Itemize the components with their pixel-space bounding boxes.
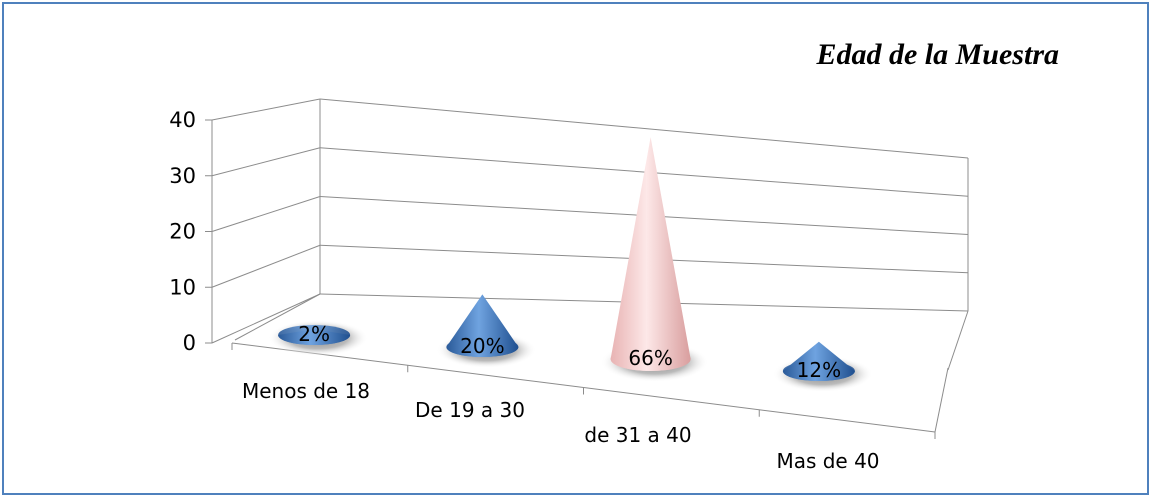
- category-label: Menos de 18: [242, 379, 370, 403]
- gridline-30: [319, 147, 969, 197]
- category-label: De 19 a 30: [415, 398, 525, 422]
- chart-title: Edad de la Muestra: [816, 38, 1059, 71]
- y-tick-label: 10: [169, 275, 196, 299]
- side-gridline-20: [211, 196, 321, 232]
- data-label: 2%: [298, 322, 330, 346]
- data-label: 66%: [628, 346, 672, 370]
- y-tick-label: 20: [169, 220, 196, 244]
- floor-front-right-edge: [934, 367, 949, 433]
- cone-base-3: [610, 347, 691, 371]
- cones: [268, 137, 873, 392]
- axes: [205, 119, 949, 439]
- y-tick-label: 30: [169, 164, 196, 188]
- cone-3: [610, 137, 691, 371]
- floor-left-edge: [234, 293, 321, 341]
- chart-labels: 0 10 20 30 40 2% Menos de 18 20% De 19 a 30 66% de…: [169, 108, 879, 473]
- side-gridline-40: [211, 98, 321, 121]
- category-label: Mas de 40: [776, 449, 879, 473]
- side-gridline-30: [211, 147, 321, 177]
- side-gridline-0: [211, 293, 321, 344]
- data-label: 12%: [797, 358, 841, 382]
- cone-base-4: [782, 361, 855, 381]
- category-label: de 31 a 40: [584, 423, 691, 447]
- gridline-40: [319, 98, 969, 159]
- data-label: 20%: [460, 334, 504, 358]
- chart-frame: [2, 2, 1149, 495]
- side-gridline-10: [211, 244, 321, 288]
- floor-right-edge: [947, 310, 969, 371]
- cone-base-2: [446, 337, 519, 357]
- y-tick-label: 40: [169, 108, 196, 132]
- y-tick-label: 0: [183, 331, 196, 355]
- cone-base-1: [278, 325, 351, 345]
